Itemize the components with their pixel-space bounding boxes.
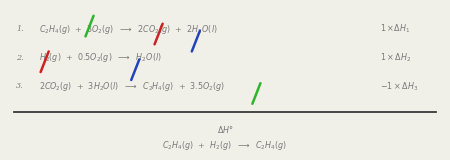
Text: 2.: 2. <box>16 54 24 62</box>
Text: $C_2H_4(g)$  +  $3O_2(g)$  $\longrightarrow$  $2CO_2(g)$  +  $2H_2O(l)$: $C_2H_4(g)$ + $3O_2(g)$ $\longrightarrow… <box>39 23 217 36</box>
Text: $-1 \times \Delta H_3$: $-1 \times \Delta H_3$ <box>380 80 418 93</box>
Text: 3.: 3. <box>16 82 24 90</box>
Text: $1 \times\!\Delta H_1$: $1 \times\!\Delta H_1$ <box>380 23 410 36</box>
Text: $1 \times \Delta H_2$: $1 \times \Delta H_2$ <box>380 52 411 64</box>
Text: $2CO_2(g)$  +  $3H_2O(l)$  $\longrightarrow$  $C_2H_4(g)$  +  $3.5O_2(g)$: $2CO_2(g)$ + $3H_2O(l)$ $\longrightarrow… <box>39 80 225 93</box>
Text: $\Delta H°$: $\Delta H°$ <box>216 124 234 135</box>
Text: $C_2H_4(g)$  +  $H_2(g)$  $\longrightarrow$  $C_2H_4(g)$: $C_2H_4(g)$ + $H_2(g)$ $\longrightarrow$… <box>162 139 288 152</box>
Text: 1.: 1. <box>16 25 24 33</box>
Text: $H_2(g)$  +  $0.5O_2(g)$  $\longrightarrow$  $H_2O(l)$: $H_2(g)$ + $0.5O_2(g)$ $\longrightarrow$… <box>39 51 162 64</box>
